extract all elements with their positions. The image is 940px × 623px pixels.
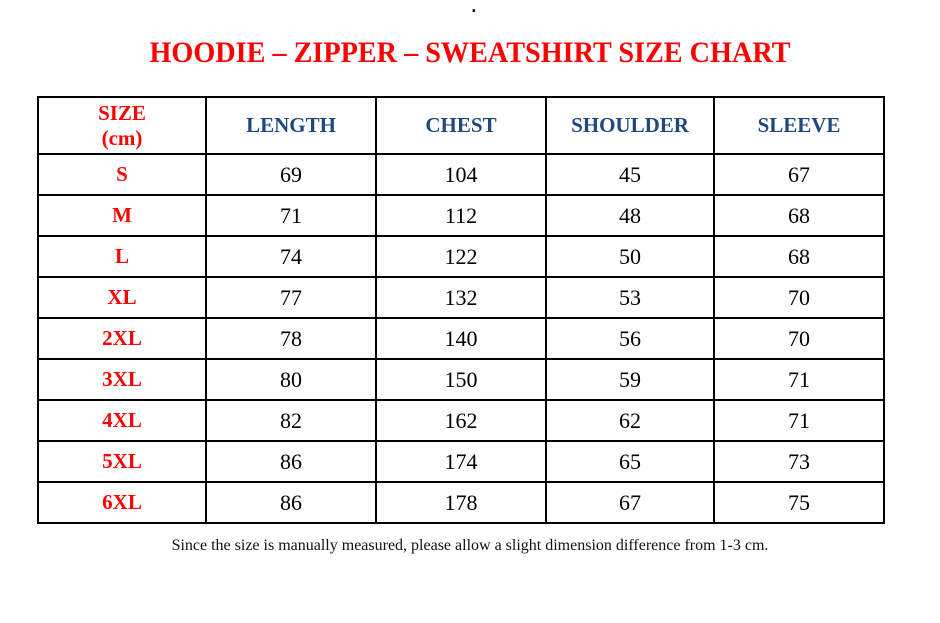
chest-cell: 112	[375, 194, 547, 237]
table-row-2xl: 2XL 78 140 56 70	[37, 317, 885, 360]
length-cell: 80	[205, 358, 377, 401]
length-cell: 74	[205, 235, 377, 278]
shoulder-cell: 48	[545, 194, 715, 237]
size-chart-table: SIZE (cm) LENGTH CHEST SHOULDER SLEEVE S…	[37, 96, 885, 524]
shoulder-cell: 59	[545, 358, 715, 401]
length-cell: 71	[205, 194, 377, 237]
size-cell: 5XL	[37, 440, 207, 483]
column-header-length: LENGTH	[205, 96, 377, 155]
size-cell: S	[37, 153, 207, 196]
size-cell: 4XL	[37, 399, 207, 442]
sleeve-cell: 75	[713, 481, 885, 524]
chest-cell: 162	[375, 399, 547, 442]
table-row-l: L 74 122 50 68	[37, 235, 885, 278]
size-cell: 2XL	[37, 317, 207, 360]
length-cell: 78	[205, 317, 377, 360]
sleeve-cell: 68	[713, 235, 885, 278]
sleeve-cell: 70	[713, 317, 885, 360]
chest-cell: 178	[375, 481, 547, 524]
size-cell: 3XL	[37, 358, 207, 401]
column-header-chest: CHEST	[375, 96, 547, 155]
size-header-line1: SIZE	[98, 100, 146, 125]
shoulder-cell: 50	[545, 235, 715, 278]
chest-cell: 174	[375, 440, 547, 483]
shoulder-cell: 65	[545, 440, 715, 483]
sleeve-cell: 67	[713, 153, 885, 196]
length-cell: 69	[205, 153, 377, 196]
measurement-disclaimer: Since the size is manually measured, ple…	[171, 537, 769, 554]
stray-dot-mark: .	[471, 0, 477, 16]
size-cell: 6XL	[37, 481, 207, 524]
chest-cell: 150	[375, 358, 547, 401]
column-header-shoulder: SHOULDER	[545, 96, 715, 155]
length-cell: 86	[205, 481, 377, 524]
shoulder-cell: 67	[545, 481, 715, 524]
shoulder-cell: 56	[545, 317, 715, 360]
length-cell: 82	[205, 399, 377, 442]
sleeve-cell: 73	[713, 440, 885, 483]
sleeve-cell: 70	[713, 276, 885, 319]
table-row-5xl: 5XL 86 174 65 73	[37, 440, 885, 483]
column-header-sleeve: SLEEVE	[713, 96, 885, 155]
chest-cell: 140	[375, 317, 547, 360]
column-header-size: SIZE (cm)	[37, 96, 207, 155]
table-row-6xl: 6XL 86 178 67 75	[37, 481, 885, 524]
length-cell: 77	[205, 276, 377, 319]
chest-cell: 132	[375, 276, 547, 319]
sleeve-cell: 68	[713, 194, 885, 237]
page-title: HOODIE – ZIPPER – SWEATSHIRT SIZE CHART	[149, 36, 791, 69]
shoulder-cell: 62	[545, 399, 715, 442]
chest-cell: 104	[375, 153, 547, 196]
shoulder-cell: 45	[545, 153, 715, 196]
size-header-line2: (cm)	[101, 125, 143, 150]
sleeve-cell: 71	[713, 358, 885, 401]
chest-cell: 122	[375, 235, 547, 278]
size-cell: L	[37, 235, 207, 278]
shoulder-cell: 53	[545, 276, 715, 319]
table-row-xl: XL 77 132 53 70	[37, 276, 885, 319]
table-row-4xl: 4XL 82 162 62 71	[37, 399, 885, 442]
table-row-s: S 69 104 45 67	[37, 153, 885, 196]
size-cell: XL	[37, 276, 207, 319]
table-header-row: SIZE (cm) LENGTH CHEST SHOULDER SLEEVE	[37, 96, 885, 155]
size-cell: M	[37, 194, 207, 237]
length-cell: 86	[205, 440, 377, 483]
table-row-m: M 71 112 48 68	[37, 194, 885, 237]
table-row-3xl: 3XL 80 150 59 71	[37, 358, 885, 401]
sleeve-cell: 71	[713, 399, 885, 442]
